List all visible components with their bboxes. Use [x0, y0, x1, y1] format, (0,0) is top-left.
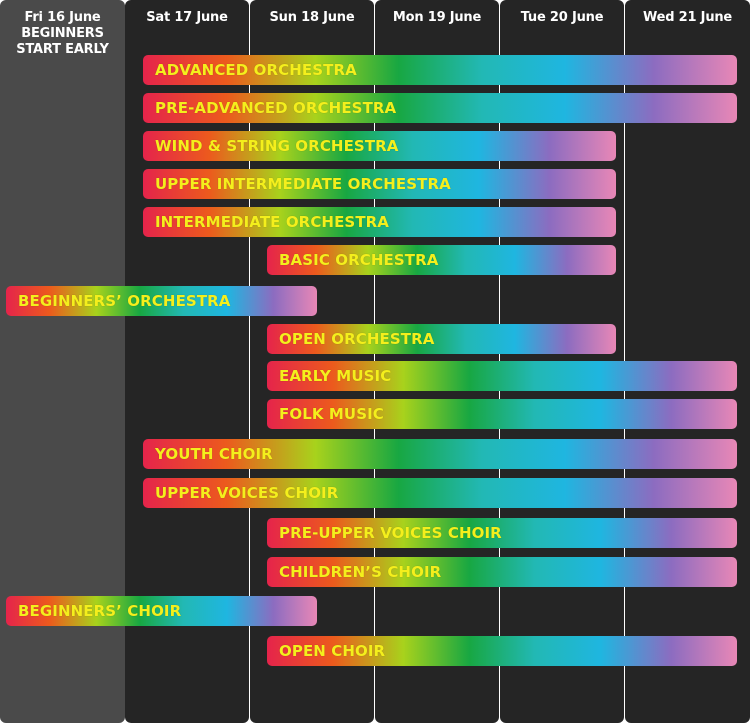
- course-bar: UPPER VOICES CHOIR: [143, 478, 737, 508]
- course-bar: WIND & STRING ORCHESTRA: [143, 131, 616, 161]
- course-label: BEGINNERS’ CHOIR: [18, 602, 182, 620]
- course-bar: EARLY MUSIC: [267, 361, 737, 391]
- day-header: Wed 21 June: [642, 10, 733, 25]
- day-header: Tue 20 June: [520, 10, 604, 25]
- day-header: Sat 17 June: [146, 10, 228, 25]
- course-bar: ADVANCED ORCHESTRA: [143, 55, 737, 85]
- course-label: FOLK MUSIC: [279, 405, 384, 423]
- day-header: Mon 19 June: [392, 10, 482, 25]
- course-label: YOUTH CHOIR: [155, 445, 273, 463]
- course-bar: FOLK MUSIC: [267, 399, 737, 429]
- course-label: CHILDREN’S CHOIR: [279, 563, 442, 581]
- course-bar: BEGINNERS’ ORCHESTRA: [6, 286, 317, 316]
- course-bar: PRE-UPPER VOICES CHOIR: [267, 518, 737, 548]
- course-label: ADVANCED ORCHESTRA: [155, 61, 357, 79]
- course-label: UPPER VOICES CHOIR: [155, 484, 339, 502]
- course-label: PRE-ADVANCED ORCHESTRA: [155, 99, 397, 117]
- course-bar: PRE-ADVANCED ORCHESTRA: [143, 93, 737, 123]
- day-header: Fri 16 June BEGINNERS START EARLY: [16, 10, 109, 57]
- day-header: Sun 18 June: [269, 10, 355, 25]
- course-label: OPEN ORCHESTRA: [279, 330, 435, 348]
- course-bar: UPPER INTERMEDIATE ORCHESTRA: [143, 169, 616, 199]
- course-label: OPEN CHOIR: [279, 642, 386, 660]
- course-label: BEGINNERS’ ORCHESTRA: [18, 292, 231, 310]
- course-bar: OPEN CHOIR: [267, 636, 737, 666]
- course-bar: INTERMEDIATE ORCHESTRA: [143, 207, 616, 237]
- course-bar: OPEN ORCHESTRA: [267, 324, 616, 354]
- course-label: EARLY MUSIC: [279, 367, 392, 385]
- course-label: WIND & STRING ORCHESTRA: [155, 137, 399, 155]
- course-bar: BEGINNERS’ CHOIR: [6, 596, 317, 626]
- course-label: UPPER INTERMEDIATE ORCHESTRA: [155, 175, 451, 193]
- course-bar: CHILDREN’S CHOIR: [267, 557, 737, 587]
- course-label: PRE-UPPER VOICES CHOIR: [279, 524, 502, 542]
- course-bar: YOUTH CHOIR: [143, 439, 737, 469]
- course-label: BASIC ORCHESTRA: [279, 251, 439, 269]
- course-label: INTERMEDIATE ORCHESTRA: [155, 213, 390, 231]
- course-bar: BASIC ORCHESTRA: [267, 245, 616, 275]
